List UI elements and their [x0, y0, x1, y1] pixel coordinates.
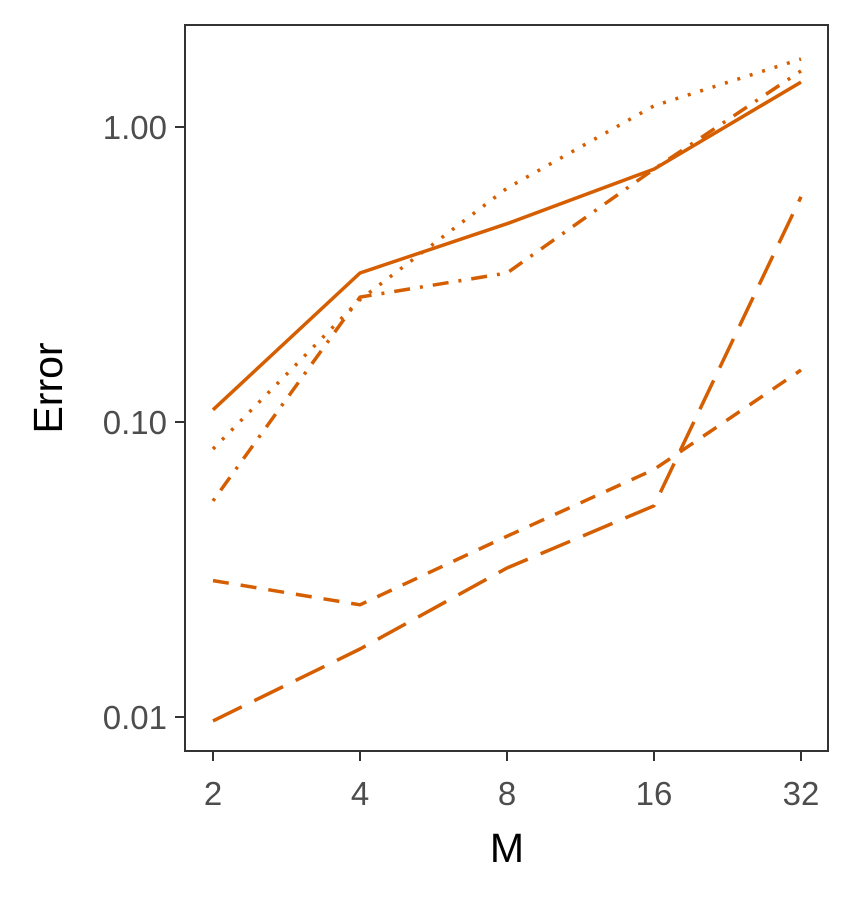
y-tick-label: 0.10 — [103, 404, 167, 441]
x-tick-label: 16 — [636, 775, 673, 812]
y-tick-label: 0.01 — [103, 699, 167, 736]
x-tick-label: 8 — [498, 775, 516, 812]
y-axis: 0.01 0.10 1.00 — [103, 109, 185, 736]
series-line-solid — [211, 80, 802, 412]
x-axis: 2 4 8 16 32 — [204, 751, 820, 812]
series-line-dotted — [211, 57, 802, 451]
series-line-dashed — [212, 368, 802, 607]
x-tick-label: 32 — [783, 775, 820, 812]
x-tick-label: 2 — [204, 775, 222, 812]
x-axis-title: M — [490, 825, 524, 871]
y-tick-label: 1.00 — [103, 109, 167, 146]
series-line-dotdash — [211, 69, 802, 502]
y-axis-title: Error — [25, 342, 71, 433]
series-layer — [211, 57, 803, 723]
series-line-longdash — [212, 196, 803, 723]
x-tick-label: 4 — [351, 775, 369, 812]
